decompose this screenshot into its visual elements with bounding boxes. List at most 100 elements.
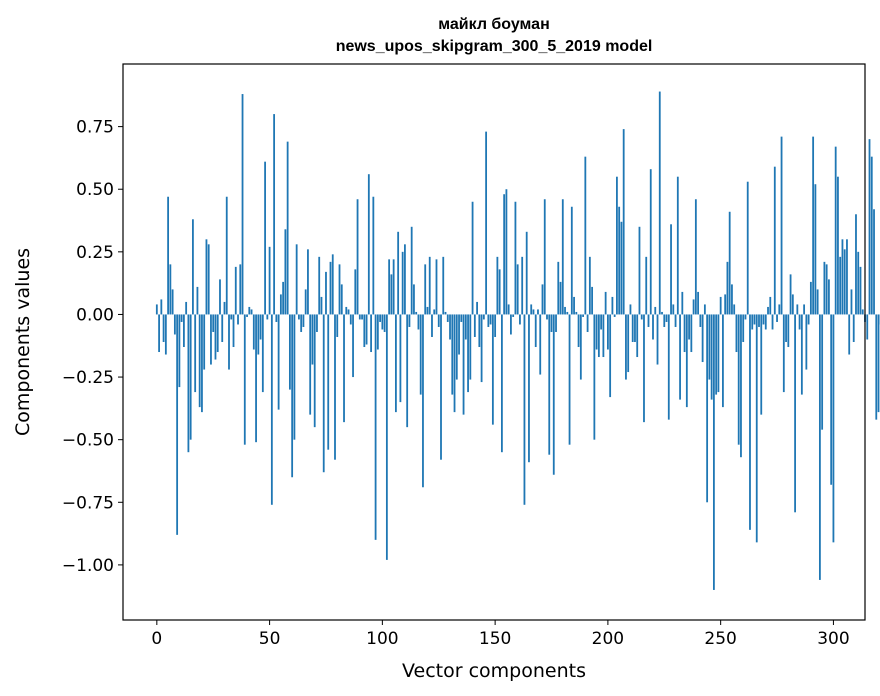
bar-155 [505,189,508,315]
bar-115 [415,311,418,315]
bar-34 [232,314,235,348]
bar-89 [356,199,359,315]
bar-192 [588,256,591,315]
bar-178 [557,261,560,315]
bar-177 [555,314,557,332]
bar-265 [753,314,756,325]
bar-152 [498,269,501,315]
plot-frame [122,63,866,621]
bar-170 [539,314,542,375]
bar-154 [503,194,506,315]
bar-11 [180,314,183,322]
bar-53 [275,314,278,322]
bar-139 [469,314,472,380]
bar-304 [841,239,844,315]
bar-83 [343,314,345,423]
bar-124 [435,259,438,315]
bar-100 [381,314,384,330]
bar-311 [857,251,860,315]
bar-88 [354,269,357,315]
bar-171 [541,284,544,315]
bar-244 [706,314,709,503]
bar-158 [512,314,515,317]
bar-4 [164,314,167,355]
bar-231 [676,176,679,315]
bar-102 [385,314,388,560]
bar-13 [185,301,188,315]
bar-251 [722,314,724,408]
bar-284 [796,304,799,315]
bar-111 [406,314,409,428]
bar-200 [606,314,609,350]
bar-59 [288,314,291,390]
bar-87 [352,314,354,378]
bar-105 [392,259,395,315]
bar-194 [593,314,596,440]
bar-183 [568,314,571,445]
bar-213 [636,314,639,358]
bar-51 [270,314,273,505]
bar-74 [322,314,325,473]
bar-260 [742,314,745,342]
bar-220 [652,314,654,340]
bar-96 [372,196,375,315]
bar-162 [521,256,524,315]
bar-84 [345,306,348,315]
bar-76 [327,314,330,450]
bar-147 [487,314,490,327]
bar-307 [848,314,851,355]
bar-291 [812,136,815,315]
bar-287 [803,304,806,315]
bar-221 [654,306,657,315]
bar-110 [404,244,406,315]
bar-282 [791,294,794,315]
bar-32 [228,314,230,370]
bar-263 [749,314,751,530]
bar-169 [537,309,539,315]
bar-204 [616,176,618,315]
bar-212 [634,314,636,342]
bar-283 [794,314,796,513]
bar-86 [349,314,352,325]
bar-190 [584,156,587,315]
bar-119 [424,264,427,315]
bar-47 [261,314,264,393]
bar-184 [570,206,573,315]
bar-157 [510,314,512,335]
bar-70 [313,314,316,428]
bar-205 [618,206,621,315]
bar-16 [192,219,194,315]
bar-187 [577,314,580,348]
bar-209 [627,314,630,373]
bar-239 [694,199,697,315]
bar-107 [397,231,400,315]
bar-85 [347,309,350,315]
bar-285 [798,314,801,330]
bar-99 [379,314,382,322]
bar-222 [656,314,659,365]
bar-175 [550,314,553,332]
bar-50 [268,246,271,315]
bar-225 [663,314,666,327]
bar-42 [250,309,253,315]
bar-26 [214,314,217,360]
bar-133 [455,314,458,380]
bar-301 [834,146,837,315]
x-tick-label: 100 [366,629,398,649]
bar-31 [225,196,228,315]
bar-274 [773,166,776,315]
bar-316 [868,139,871,315]
y-tick-label: 0.50 [76,180,114,200]
bar-294 [818,314,821,580]
bar-232 [679,314,681,400]
bar-246 [710,314,713,400]
bar-104 [390,274,393,315]
bar-165 [528,314,530,463]
bar-186 [575,311,578,315]
bar-258 [737,314,740,445]
bar-250 [719,296,722,315]
bar-180 [561,199,564,315]
chart-title: майкл боуман [438,16,550,33]
bar-113 [410,226,413,315]
bar-174 [548,314,551,455]
